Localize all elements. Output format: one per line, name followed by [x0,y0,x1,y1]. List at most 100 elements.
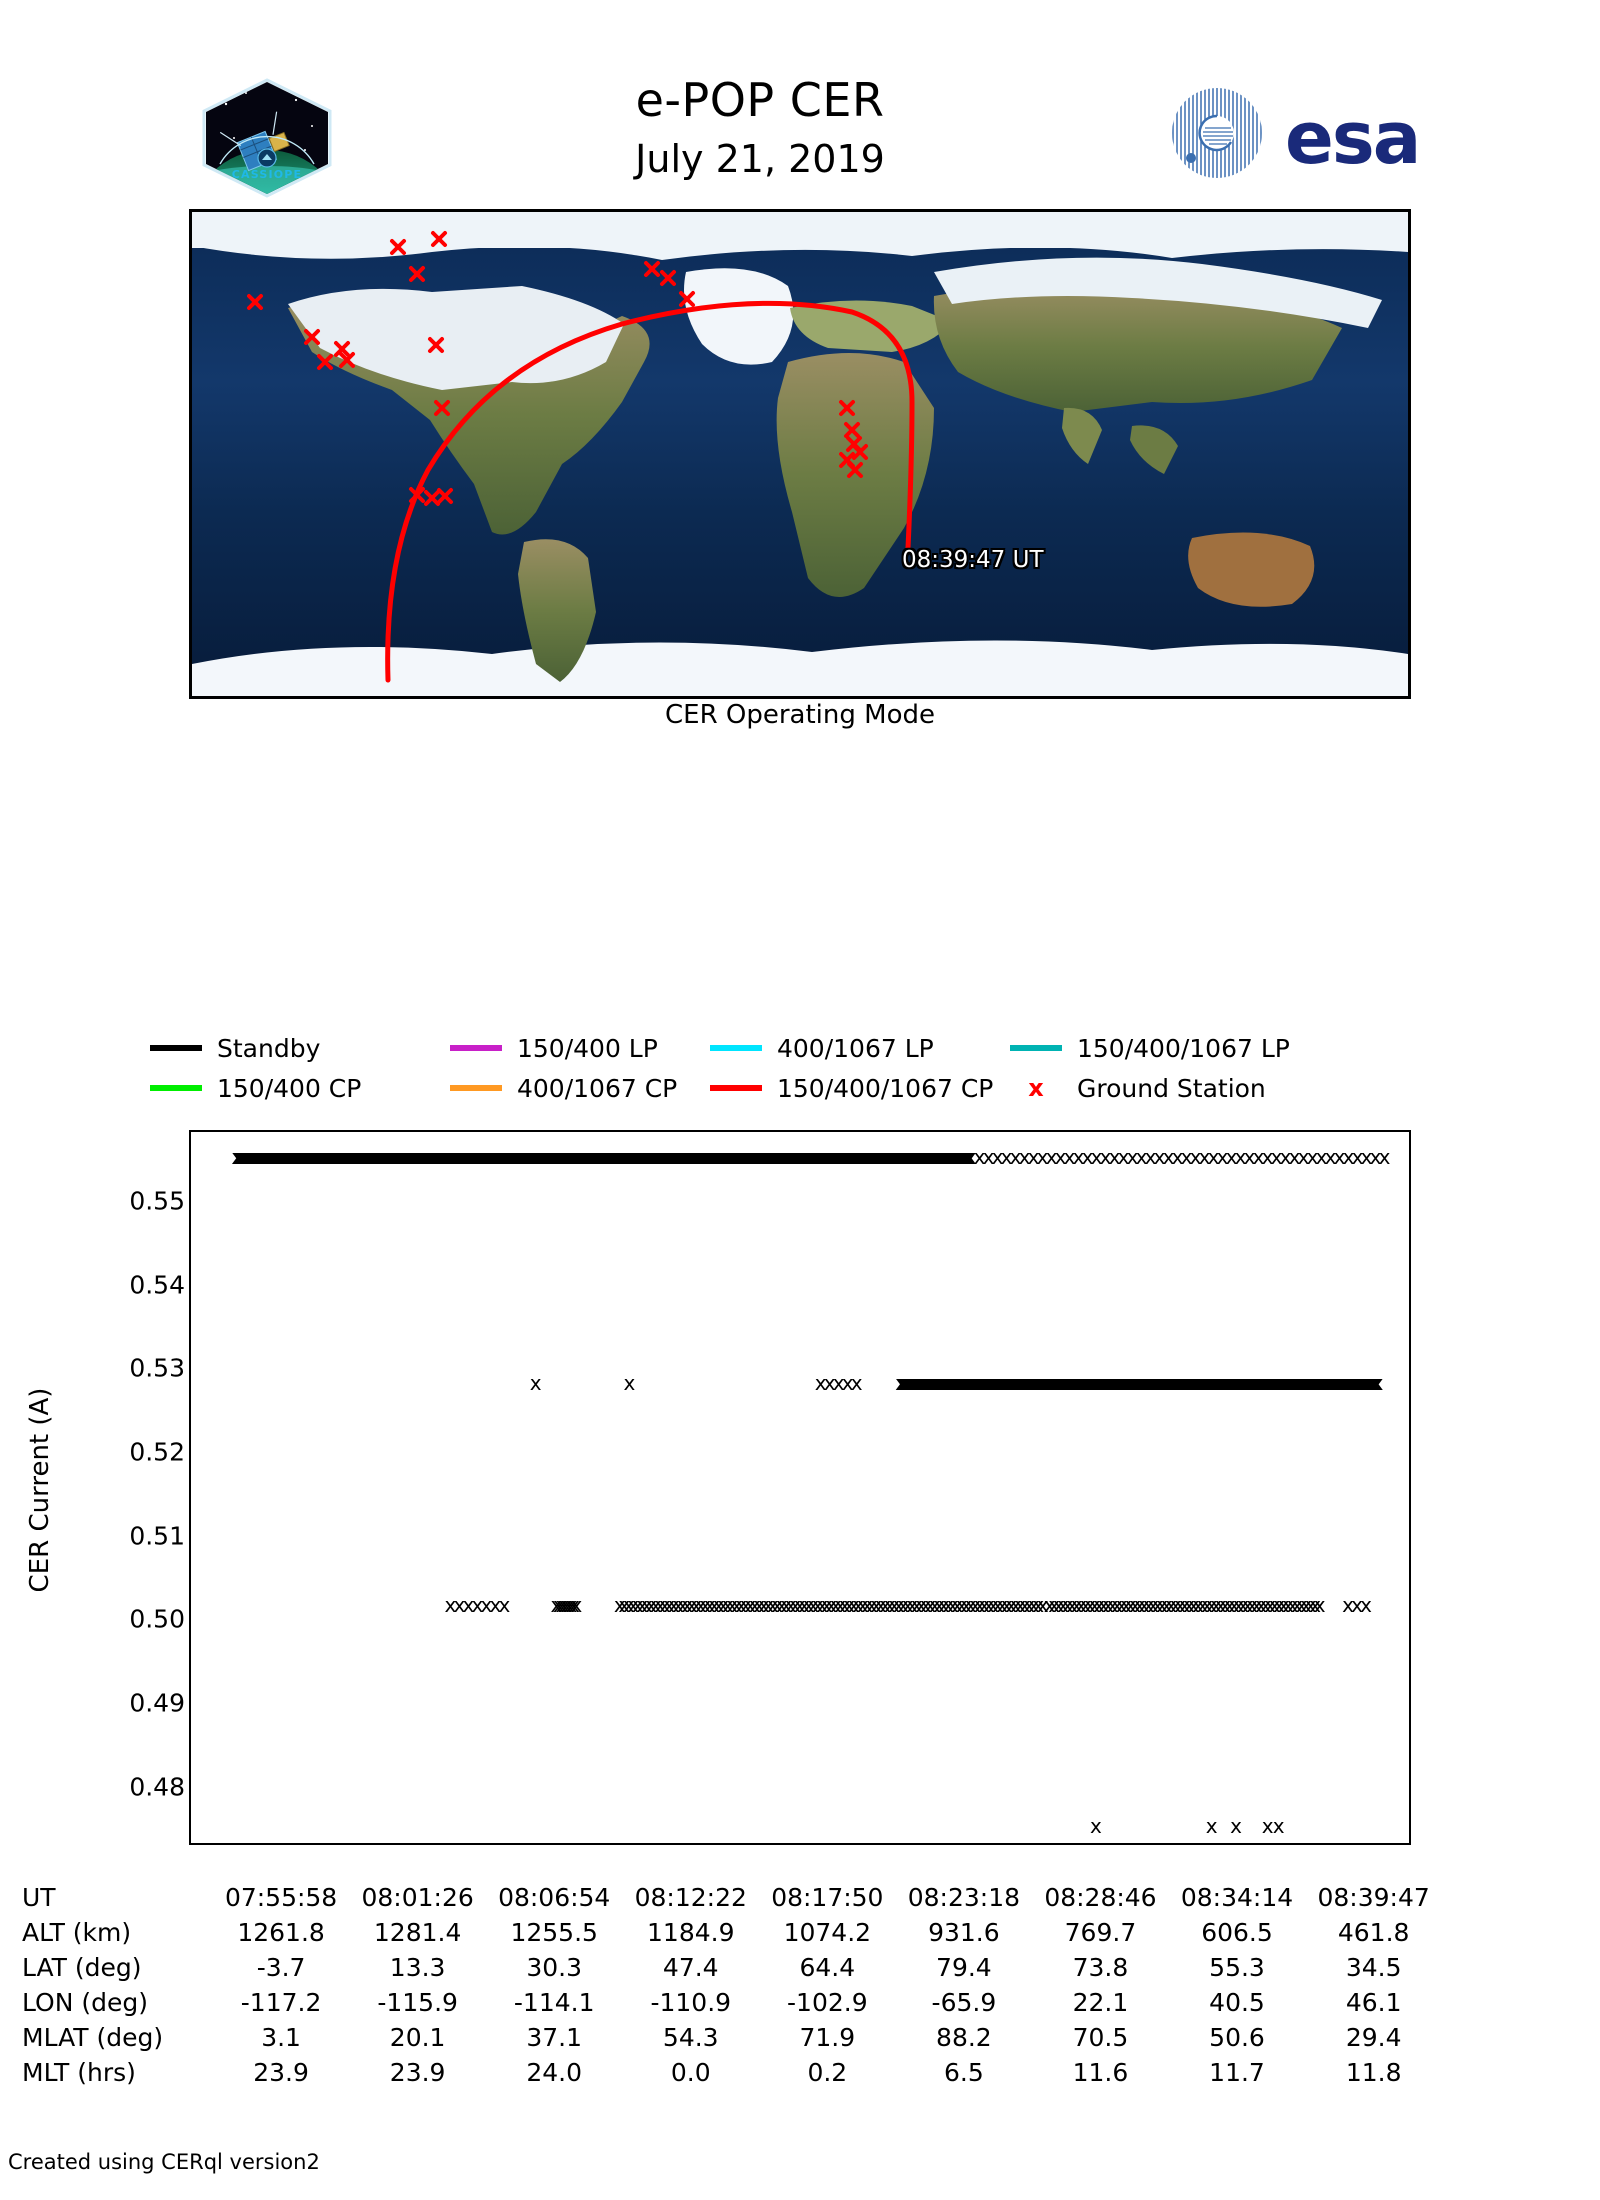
data-point-marker: x [991,1592,1004,1617]
data-point-marker: x [703,1592,716,1617]
data-point-marker: x [344,1145,356,1170]
data-point-marker: x [632,1145,644,1170]
data-point-marker: x [488,1145,500,1170]
data-point-marker: x [449,1145,462,1170]
data-point-marker: x [728,1145,740,1170]
data-point-marker: x [248,1145,260,1170]
data-point-marker: x [862,1145,875,1170]
data-point-marker: x [527,1145,540,1170]
data-point-marker: x [956,1370,969,1395]
data-point-marker: x [991,1145,1004,1170]
data-point-marker: x [791,1145,804,1170]
data-point-marker: x [365,1145,378,1170]
data-point-marker: x [245,1145,258,1170]
data-point-marker: x [363,1145,376,1170]
footer-credit: Created using CERql version2 [8,2150,320,2174]
data-point-marker: x [1178,1370,1191,1395]
data-point-marker: x [867,1145,880,1170]
data-point-marker: x [1202,1370,1215,1395]
data-point-marker: x [932,1145,944,1170]
data-point-marker: x [1360,1592,1373,1617]
data-point-marker: x [987,1592,1000,1617]
data-point-marker: x [682,1145,695,1170]
data-point-marker: x [1220,1370,1233,1395]
data-point-marker: x [650,1145,662,1170]
data-point-marker: x [462,1592,475,1617]
ground-track-map: 07:55:58 UT 08:39:47 UT [189,209,1411,699]
data-point-marker: x [920,1145,932,1170]
data-point-marker: x [452,1145,464,1170]
data-point-marker: x [740,1145,752,1170]
data-point-marker: x [1261,1370,1274,1395]
table-cell: -102.9 [787,1988,868,2017]
data-point-marker: x [1318,1370,1331,1395]
data-point-marker: x [1316,1370,1329,1395]
data-point-marker: x [648,1145,661,1170]
data-point-marker: x [257,1145,270,1170]
data-point-marker: x [821,1145,834,1170]
data-point-marker: x [383,1145,396,1170]
data-point-marker: x [899,1370,912,1395]
data-point-marker: x [346,1145,359,1170]
data-point-marker: x [1111,1370,1124,1395]
data-point-marker: x [838,1592,851,1617]
data-point-marker: x [820,1145,833,1170]
data-point-marker: x [780,1145,793,1170]
data-point-marker: x [1136,1370,1149,1395]
data-point-marker: x [526,1145,539,1170]
data-point-marker: x [1263,1370,1276,1395]
data-point-marker: x [1045,1145,1058,1170]
data-point-marker: x [442,1145,455,1170]
data-point-marker: x [611,1145,624,1170]
data-point-marker: x [334,1145,347,1170]
data-point-marker: x [815,1145,828,1170]
data-point-marker: x [822,1145,835,1170]
data-point-marker: x [868,1145,881,1170]
data-point-marker: x [829,1592,842,1617]
data-point-marker: x [1232,1592,1245,1617]
table-cell: -65.9 [931,1988,997,2017]
data-point-marker: x [958,1370,971,1395]
data-point-marker: x [671,1145,684,1170]
data-point-marker: x [1107,1370,1120,1395]
data-point-marker: x [407,1145,420,1170]
data-point-marker: x [509,1145,522,1170]
data-point-marker: x [300,1145,313,1170]
data-point-marker: x [1173,1370,1186,1395]
data-point-marker: x [879,1592,892,1617]
data-point-marker: x [1162,1145,1175,1170]
data-point-marker: x [910,1370,923,1395]
data-point-marker: x [497,1145,510,1170]
mode-section-title: CER Operating Mode [664,700,935,730]
data-point-marker: x [284,1145,296,1170]
data-point-marker: x [311,1145,324,1170]
data-point-marker: x [329,1145,342,1170]
data-point-marker: x [947,1370,960,1395]
data-point-marker: x [923,1145,936,1170]
data-point-marker: x [1099,1370,1112,1395]
data-point-marker: x [1261,1814,1274,1839]
data-point-marker: x [1233,1370,1246,1395]
data-point-marker: x [501,1145,514,1170]
data-point-marker: x [548,1145,560,1170]
data-point-marker: x [1160,1592,1173,1617]
data-point-marker: x [1000,1370,1013,1395]
map-end-time-label: 08:39:47 UT [902,547,1044,573]
data-point-marker: x [1075,1370,1088,1395]
data-point-marker: x [843,1592,856,1617]
data-point-marker: x [1039,1370,1052,1395]
data-point-marker: x [663,1592,676,1617]
data-point-marker: x [438,1145,451,1170]
data-point-marker: x [1273,1592,1286,1617]
data-point-marker: x [423,1145,436,1170]
data-point-marker: x [507,1145,520,1170]
data-point-marker: x [281,1145,294,1170]
data-point-marker: x [1144,1370,1157,1395]
data-point-marker: x [930,1145,943,1170]
data-point-marker: x [560,1145,572,1170]
data-point-marker: x [1070,1370,1083,1395]
data-point-marker: x [813,1145,826,1170]
data-point-marker: x [478,1145,491,1170]
data-point-marker: x [1021,1370,1034,1395]
data-point-marker: x [768,1145,781,1170]
